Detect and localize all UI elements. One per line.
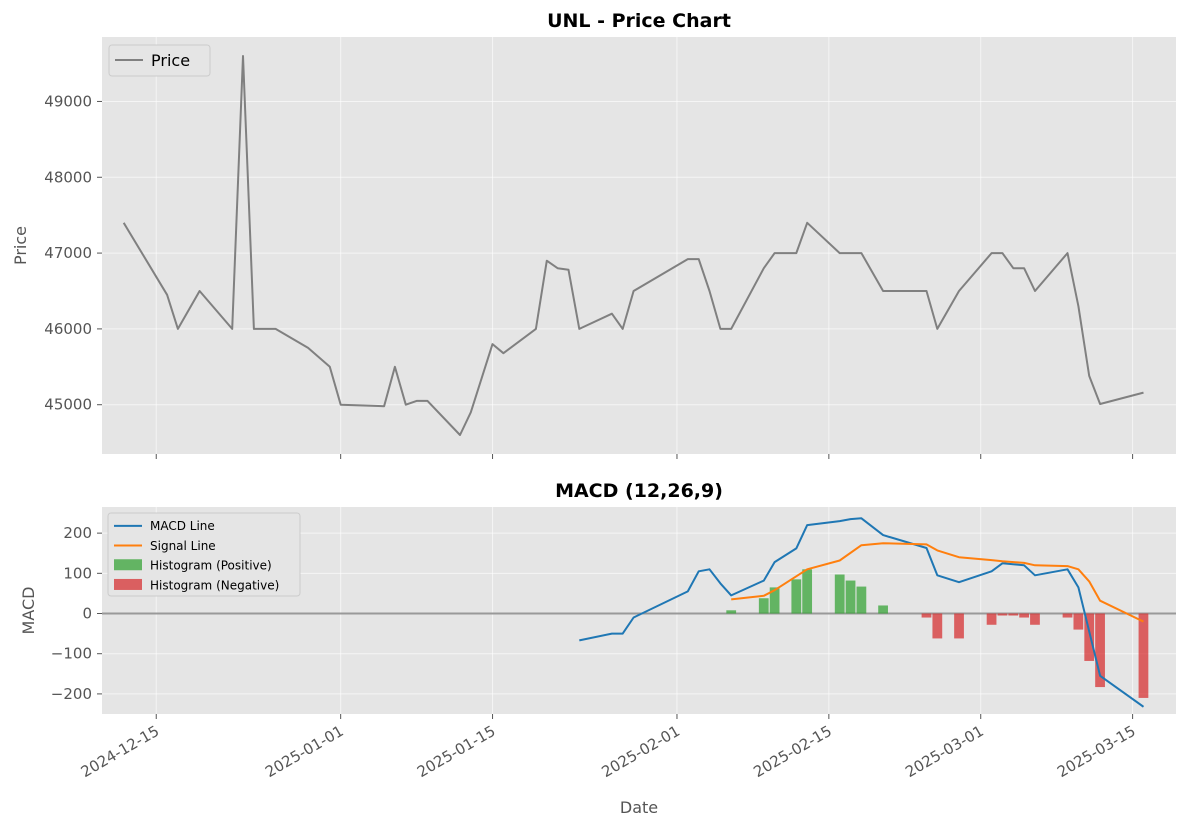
y-tick-label: 200 — [63, 524, 92, 542]
histogram-bar — [1019, 613, 1030, 618]
histogram-bar — [1008, 613, 1019, 616]
x-tick-label: 2025-02-01 — [598, 722, 683, 781]
histogram-bar — [1030, 613, 1040, 625]
histogram-bar — [726, 610, 737, 614]
y-tick-label: −200 — [51, 685, 92, 703]
histogram-bar — [1095, 613, 1105, 688]
panel-2: MACD (12,26,9) −200 −100 0 100 200 2024-12-15 2… — [19, 480, 1176, 817]
y-tick-label: 49000 — [44, 92, 92, 110]
x-axis-label: Date — [620, 798, 658, 817]
histogram-bar — [834, 574, 845, 614]
histogram-bar — [878, 605, 888, 614]
histogram-bar — [932, 613, 943, 639]
x-tick-label: 2025-02-15 — [750, 722, 835, 781]
histogram-bar — [791, 579, 802, 614]
panel-1: UNL - Price Chart 45000 46000 47000 48000 490… — [11, 10, 1176, 459]
legend-label: Price — [151, 51, 190, 70]
legend-swatch — [114, 578, 142, 590]
y-axis-label: Price — [11, 226, 30, 265]
y-tick-label: 45000 — [44, 396, 92, 414]
x-tick-label: 2025-01-01 — [262, 722, 347, 781]
legend-label: MACD Line — [150, 519, 215, 533]
histogram-bar — [997, 613, 1008, 616]
histogram-bar — [1062, 613, 1073, 618]
legend-swatch — [114, 559, 142, 571]
legend-box — [107, 512, 301, 597]
histogram-bar — [802, 569, 813, 614]
y-tick-label: 48000 — [44, 168, 92, 186]
series-histogram-negative- — [921, 613, 1149, 698]
histogram-bar — [986, 613, 997, 625]
chart-title: MACD (12,26,9) — [555, 480, 723, 502]
y-tick-label: 100 — [63, 564, 92, 582]
legend: MACD Line Signal Line Histogram (Positive)… — [107, 512, 301, 597]
legend-label: Histogram (Negative) — [150, 578, 279, 592]
series-line-price — [122, 55, 1144, 436]
histogram-bar — [856, 586, 867, 614]
histogram-bar — [1073, 613, 1084, 630]
y-tick-label: −100 — [51, 645, 92, 663]
x-tick-label: 2025-01-15 — [414, 722, 499, 781]
histogram-bar — [845, 580, 856, 614]
histogram-bar — [758, 598, 769, 614]
histogram-bar — [1138, 613, 1149, 698]
x-tick-label: 2024-12-15 — [78, 722, 163, 781]
x-tick-label: 2025-03-15 — [1054, 722, 1139, 781]
histogram-bar — [1084, 613, 1095, 661]
x-tick-label: 2025-03-01 — [902, 722, 987, 781]
histogram-bar — [769, 587, 780, 614]
y-tick-label: 46000 — [44, 320, 92, 338]
series-line-macd-line — [579, 517, 1145, 708]
y-tick-label: 0 — [82, 605, 92, 623]
histogram-bar — [954, 613, 964, 639]
legend: Price — [108, 44, 211, 77]
histogram-bar — [921, 613, 932, 618]
series-line-signal-line — [731, 542, 1144, 623]
y-axis-label: MACD — [19, 587, 38, 635]
legend-label: Histogram (Positive) — [150, 559, 272, 573]
y-tick-label: 47000 — [44, 244, 92, 262]
legend-label: Signal Line — [150, 539, 216, 553]
legend-box — [108, 44, 211, 77]
series-histogram-positive- — [726, 569, 888, 614]
plot-area — [102, 37, 1176, 454]
chart-title: UNL - Price Chart — [547, 10, 731, 32]
